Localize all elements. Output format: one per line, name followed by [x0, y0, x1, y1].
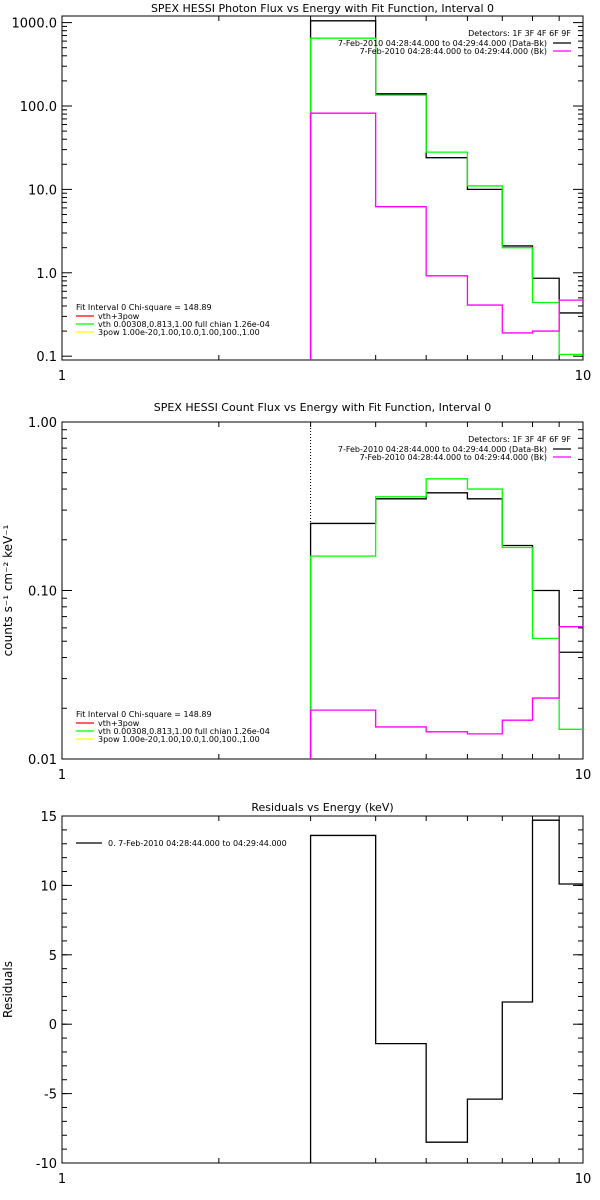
fit-legend-entry: vth 0.00308,0.813,1.00 full chian 1.26e-…	[98, 320, 270, 329]
series-line-1	[309, 492, 583, 759]
fit-legend-entry: 3pow 1.00e-20,1.00,10.0,1.00,100.,1.00	[98, 328, 260, 337]
series-line-1	[309, 819, 583, 1163]
y-tick-label: 0.1	[36, 350, 57, 365]
legend-entry: 7-Feb-2010 04:28:44.000 to 04:29:44.000 …	[338, 445, 547, 454]
fit-legend-entry: vth+3pow	[98, 719, 140, 728]
plot-frame	[61, 815, 584, 1164]
y-tick-label: 100.0	[20, 100, 57, 115]
x-tick-label: 10	[575, 768, 592, 783]
fit-legend-entry: vth 0.00308,0.813,1.00 full chian 1.26e-…	[98, 727, 270, 736]
series-line-3	[309, 626, 583, 759]
x-tick-label: 1	[58, 1172, 66, 1187]
chart-panel-3: Residuals vs Energy (keV) 1 10 -10 -5 0 5 10 15 R…	[1, 801, 591, 1187]
fit-legend-entry: 3pow 1.00e-20,1.00,10.0,1.00,100.,1.00	[98, 735, 260, 744]
y-axis-label: Residuals	[1, 961, 15, 1018]
y-axis-label: counts s⁻¹ cm⁻² keV⁻¹	[1, 524, 15, 656]
y-tick-label: -10	[36, 1157, 57, 1172]
y-tick-label: 10.0	[28, 183, 57, 198]
chart-title: Residuals vs Energy (keV)	[251, 801, 393, 814]
y-tick-label: 10	[40, 879, 57, 894]
y-tick-label: 5	[49, 949, 57, 964]
x-tick-label: 10	[575, 369, 592, 384]
plot-frame	[61, 15, 584, 361]
legend-detectors: Detectors: 1F 3F 4F 6F 9F	[468, 435, 571, 444]
x-tick-label: 1	[58, 768, 66, 783]
x-tick-label: 10	[575, 1172, 592, 1187]
y-tick-label: 1.0	[36, 267, 57, 282]
fit-legend-entry: vth+3pow	[98, 312, 140, 321]
series-line-2	[309, 37, 583, 360]
legend-entry: 7-Feb-2010 04:28:44.000 to 04:29:44.000 …	[360, 453, 547, 462]
chart-title: SPEX HESSI Photon Flux vs Energy with Fi…	[151, 2, 494, 15]
fit-legend-title: Fit Interval 0 Chi-square = 148.89	[76, 710, 212, 719]
chart-panel-2: SPEX HESSI Count Flux vs Energy with Fit…	[1, 401, 591, 783]
legend-detectors: Detectors: 1F 3F 4F 6F 9F	[468, 29, 571, 38]
series-line-1	[309, 20, 583, 360]
y-tick-label: 1000.0	[12, 17, 58, 32]
chart-panel-1: SPEX HESSI Photon Flux vs Energy with Fi…	[12, 2, 592, 384]
y-tick-label: 1.00	[28, 416, 57, 431]
legend-entry: 0. 7-Feb-2010 04:28:44.000 to 04:29:44.0…	[108, 839, 287, 848]
y-tick-label: 0.01	[28, 753, 57, 768]
fit-legend-title: Fit Interval 0 Chi-square = 148.89	[76, 303, 212, 312]
y-tick-label: 0.10	[28, 585, 57, 600]
y-tick-label: -5	[44, 1088, 57, 1103]
legend-entry: 7-Feb-2010 04:28:44.000 to 04:29:44.000 …	[338, 39, 547, 48]
series-line-2	[309, 478, 583, 759]
plot-frame	[61, 421, 584, 760]
x-tick-label: 1	[58, 369, 66, 384]
series-line-3	[309, 112, 583, 360]
chart-title: SPEX HESSI Count Flux vs Energy with Fit…	[154, 401, 491, 414]
y-tick-label: 0	[49, 1018, 57, 1033]
legend-entry: 7-Feb-2010 04:28:44.000 to 04:29:44.000 …	[360, 47, 547, 56]
y-tick-label: 15	[40, 810, 57, 825]
